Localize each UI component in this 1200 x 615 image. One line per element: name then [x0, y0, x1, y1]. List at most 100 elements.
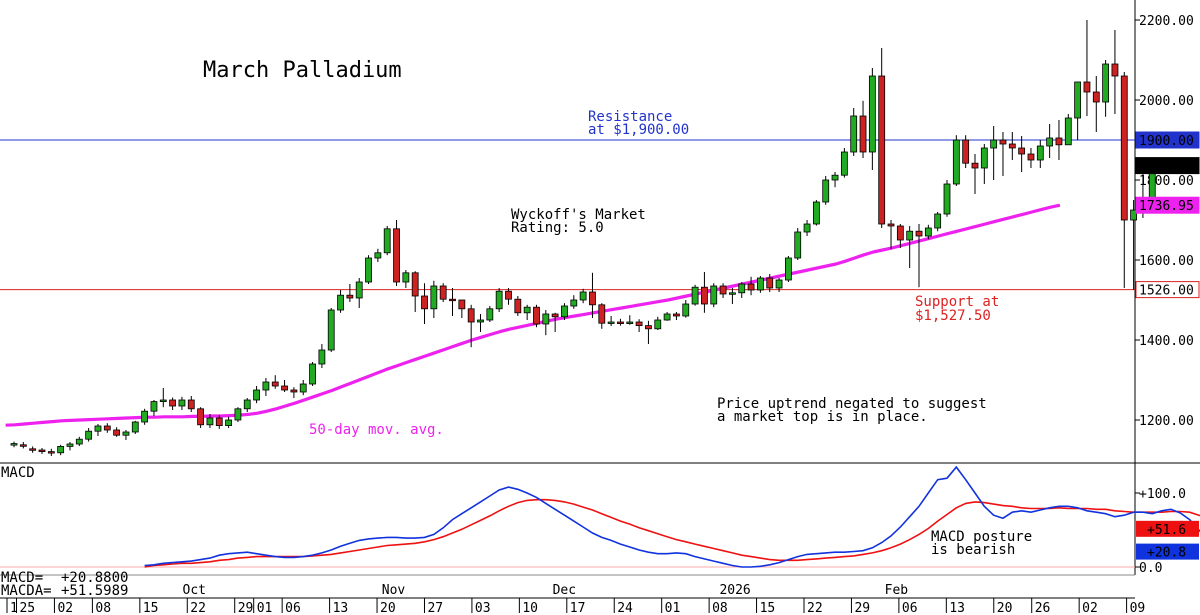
macd-readout-value: +20.8800: [61, 570, 128, 586]
price-tag-label: 1836.00: [1139, 160, 1194, 175]
candle-body: [1018, 147, 1026, 155]
candlestick: [430, 280, 438, 318]
candlestick: [561, 303, 568, 320]
candlestick: [486, 306, 494, 322]
candle-body: [187, 399, 195, 410]
candle-body: [449, 298, 456, 302]
candlestick: [421, 283, 428, 324]
candlestick: [850, 108, 858, 156]
candlestick: [346, 284, 354, 302]
candle-body: [495, 290, 503, 310]
candlestick: [896, 224, 904, 248]
candle-body: [57, 445, 65, 454]
candlestick: [327, 308, 335, 352]
candlestick: [915, 224, 923, 288]
candlestick: [579, 288, 587, 304]
day-label: 01: [665, 601, 681, 615]
candlestick: [1083, 20, 1091, 116]
candlestick: [467, 304, 475, 348]
candle-body: [980, 147, 988, 169]
uptrend-note-line2: a market top is in place.: [717, 409, 928, 425]
candle-body: [10, 443, 18, 446]
candlestick: [103, 423, 111, 433]
chart-title: March Palladium: [203, 58, 402, 83]
candle-body: [738, 283, 746, 294]
candlestick: [1018, 136, 1026, 172]
candle-body: [607, 321, 615, 324]
candle-body: [337, 294, 344, 311]
candlestick: [281, 380, 288, 392]
day-label: 01: [257, 601, 273, 615]
candlestick: [113, 427, 121, 437]
candlestick: [859, 100, 867, 158]
candlestick: [150, 400, 158, 416]
candlestick: [701, 272, 708, 313]
candle-body: [206, 417, 214, 426]
candlestick: [187, 396, 195, 412]
candlestick: [803, 220, 811, 236]
candlestick: [299, 380, 307, 396]
candlestick: [169, 397, 177, 410]
candlestick: [1046, 124, 1054, 158]
macda-line: [144, 498, 1200, 568]
month-label: Oct: [183, 583, 206, 598]
candle-body: [1111, 63, 1119, 77]
candle-body: [215, 417, 223, 426]
candle-body: [775, 279, 783, 289]
candle-body: [486, 308, 494, 321]
price-tick-label: 1400.00: [1139, 334, 1194, 349]
macd-tick-label: 0.0: [1139, 561, 1162, 576]
candle-body: [1027, 153, 1035, 161]
candlestick: [374, 248, 382, 262]
candlestick: [645, 320, 652, 344]
macd-value-tag-box: [1136, 543, 1199, 560]
candle-body: [402, 272, 410, 283]
candle-body: [29, 448, 37, 451]
candlestick: [906, 226, 914, 268]
candlestick: [962, 135, 970, 168]
candlestick: [607, 316, 615, 326]
day-label: 02: [1082, 601, 1098, 615]
candle-body: [1008, 143, 1016, 149]
candle-body: [1046, 137, 1054, 147]
candle-body: [906, 230, 914, 241]
candlestick: [551, 312, 559, 332]
candlestick: [458, 299, 466, 318]
candle-body: [1074, 81, 1082, 119]
candle-body: [1036, 145, 1044, 161]
candlestick: [868, 68, 876, 170]
candle-body: [691, 286, 699, 305]
macda-readout-value: +51.5989: [61, 583, 128, 599]
day-label: 29: [854, 601, 870, 615]
candle-body: [262, 381, 270, 391]
candlestick: [57, 444, 65, 456]
support-label-line2: $1,527.50: [915, 308, 991, 324]
day-label: 26: [1035, 601, 1051, 615]
candlestick: [682, 300, 690, 318]
candlestick: [75, 436, 83, 446]
candle-body: [169, 399, 177, 407]
candlestick: [38, 448, 46, 454]
macd-value-tag-box: [1136, 520, 1199, 537]
candle-body: [141, 410, 149, 423]
macd-tick-label: +100.0: [1139, 487, 1186, 502]
candle-body: [598, 304, 606, 324]
candle-body: [943, 183, 951, 215]
day-label: 22: [807, 601, 823, 615]
candlestick: [215, 415, 223, 429]
candle-body: [411, 272, 419, 297]
candle-body: [225, 419, 232, 426]
macd-line: [144, 465, 1200, 568]
price-tag-box: [1135, 131, 1200, 149]
candlestick: [673, 312, 680, 320]
candle-body: [66, 443, 74, 447]
day-label: 08: [95, 601, 111, 615]
candlestick: [943, 180, 951, 217]
macd-note-line1: MACD posture: [931, 529, 1032, 545]
candle-body: [299, 383, 307, 393]
candle-body: [1083, 81, 1091, 93]
candle-body: [999, 139, 1007, 145]
candlestick: [1008, 132, 1016, 160]
price-tick-label: 1800.00: [1139, 174, 1194, 189]
